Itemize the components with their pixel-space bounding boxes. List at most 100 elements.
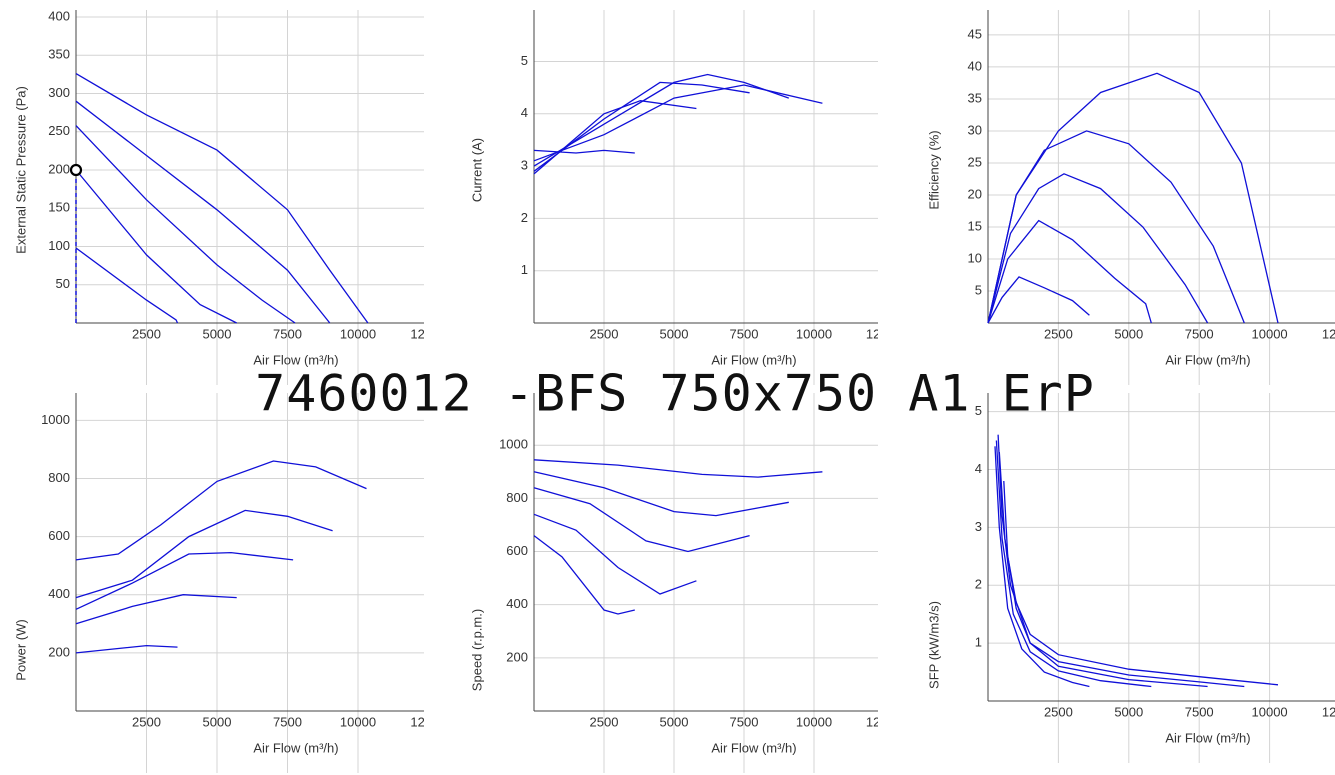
- y-tick-label: 1000: [41, 412, 70, 427]
- y-tick-label: 100: [48, 238, 70, 253]
- y-tick-label: 3: [975, 519, 982, 534]
- y-tick-label: 10: [968, 250, 982, 265]
- y-tick-label: 15: [968, 218, 982, 233]
- chart-panel: 2500 5000 7500 10000 12500 50 100 150 200 250 300 3…: [13, 8, 424, 385]
- y-tick-label: 4: [975, 461, 982, 476]
- x-tick-label: 12500: [866, 714, 902, 729]
- x-axis-title: Air Flow (m³/h): [711, 740, 796, 755]
- series-line: [533, 513, 697, 595]
- x-tick-label: 2500: [1044, 704, 1073, 719]
- x-tick-label: 10000: [1252, 326, 1288, 341]
- x-tick-label: 5000: [660, 714, 689, 729]
- y-tick-label: 600: [506, 543, 528, 558]
- series-line: [997, 434, 1245, 688]
- series-line: [994, 446, 1090, 688]
- x-tick-label: 5000: [1114, 704, 1143, 719]
- x-tick-label: 7500: [273, 714, 302, 729]
- y-tick-label: 350: [48, 47, 70, 62]
- y-tick-label: 20: [968, 186, 982, 201]
- y-tick-label: 1: [521, 262, 528, 277]
- y-tick-label: 200: [48, 161, 70, 176]
- charts: 2500 5000 7500 10000 12500501001502002503003…: [13, 8, 1335, 773]
- x-tick-label: 7500: [273, 326, 302, 341]
- series-line: [75, 247, 179, 324]
- x-axis-title: Air Flow (m³/h): [253, 740, 338, 755]
- y-tick-label: 400: [48, 8, 70, 23]
- series-line: [533, 459, 823, 478]
- series-line: [533, 149, 635, 154]
- x-tick-label: 2500: [1044, 326, 1073, 341]
- series-line: [75, 594, 237, 625]
- series-line: [995, 440, 1152, 688]
- y-tick-label: 250: [48, 123, 70, 138]
- y-tick-label: 200: [48, 644, 70, 659]
- series-line: [998, 452, 1208, 688]
- y-tick-label: 2: [521, 210, 528, 225]
- chart-panel: 2500 5000 7500 10000 12500 1 2 3 4 5 Air Flow (m³/…: [926, 393, 1335, 763]
- y-tick-label: 200: [506, 649, 528, 664]
- y-tick-label: 50: [56, 276, 70, 291]
- y-tick-label: 30: [968, 122, 982, 137]
- chart-panel: 2500 5000 7500 10000 12500 200 400 600 800 1000 Ai…: [469, 393, 902, 773]
- y-axis-title: Power (W): [13, 619, 28, 680]
- series-line: [75, 100, 331, 324]
- y-tick-label: 300: [48, 85, 70, 100]
- y-tick-label: 45: [968, 26, 982, 41]
- y-tick-label: 25: [968, 154, 982, 169]
- y-tick-label: 35: [968, 90, 982, 105]
- series-line: [987, 72, 1279, 324]
- y-tick-label: 400: [506, 596, 528, 611]
- x-tick-label: 2500: [590, 326, 619, 341]
- x-tick-label: 12500: [1322, 704, 1335, 719]
- x-tick-label: 10000: [340, 326, 376, 341]
- y-tick-label: 1000: [499, 437, 528, 452]
- series-line: [75, 509, 333, 599]
- series-line: [533, 471, 789, 517]
- x-axis-title: Air Flow (m³/h): [711, 352, 796, 367]
- x-tick-label: 5000: [203, 326, 232, 341]
- series-line: [75, 169, 237, 324]
- y-tick-label: 1: [975, 635, 982, 650]
- x-tick-label: 2500: [132, 326, 161, 341]
- x-axis-title: Air Flow (m³/h): [253, 352, 338, 367]
- operating-point: [69, 163, 83, 177]
- y-axis-title: External Static Pressure (Pa): [13, 86, 28, 254]
- y-tick-label: 600: [48, 528, 70, 543]
- y-axis-title: Current (A): [469, 138, 484, 202]
- x-tick-label: 12500: [1322, 326, 1335, 341]
- page-title: 7460012 -BFS 750x750 A1 ErP: [255, 365, 1095, 423]
- x-tick-label: 10000: [796, 714, 832, 729]
- series-line: [75, 644, 178, 654]
- y-tick-label: 3: [521, 158, 528, 173]
- x-tick-label: 7500: [1185, 326, 1214, 341]
- series-line: [987, 130, 1245, 324]
- series-line: [533, 81, 750, 172]
- series-line: [987, 219, 1152, 324]
- y-axis-title: Speed (r.p.m.): [469, 609, 484, 691]
- series-line: [533, 100, 697, 175]
- x-tick-label: 2500: [590, 714, 619, 729]
- x-tick-label: 7500: [730, 326, 759, 341]
- x-tick-label: 2500: [132, 714, 161, 729]
- x-tick-label: 10000: [796, 326, 832, 341]
- x-tick-label: 12500: [866, 326, 902, 341]
- chart-panel: 2500 5000 7500 10000 12500 5 10 15 20 25 30 35 40 45 A…: [926, 10, 1335, 385]
- chart-panel: 2500 5000 7500 10000 12500 200 400 600 800 1000 Ai…: [13, 393, 446, 773]
- x-tick-label: 10000: [1252, 704, 1288, 719]
- series-line: [987, 173, 1209, 324]
- y-tick-label: 800: [506, 490, 528, 505]
- series-line: [1003, 480, 1279, 686]
- series-line: [75, 73, 369, 324]
- chart-panel: 2500 5000 7500 10000 12500 1 2 3 4 5 Air Flow (m³/…: [469, 10, 902, 385]
- series-line: [533, 535, 635, 615]
- series-line: [987, 276, 1090, 324]
- y-tick-label: 800: [48, 470, 70, 485]
- y-axis-title: SFP (kW/m3/s): [926, 601, 941, 689]
- x-tick-label: 7500: [1185, 704, 1214, 719]
- y-tick-label: 4: [521, 105, 528, 120]
- y-tick-label: 40: [968, 58, 982, 73]
- series-line: [75, 551, 294, 610]
- x-tick-label: 12500: [410, 714, 446, 729]
- y-tick-label: 2: [975, 577, 982, 592]
